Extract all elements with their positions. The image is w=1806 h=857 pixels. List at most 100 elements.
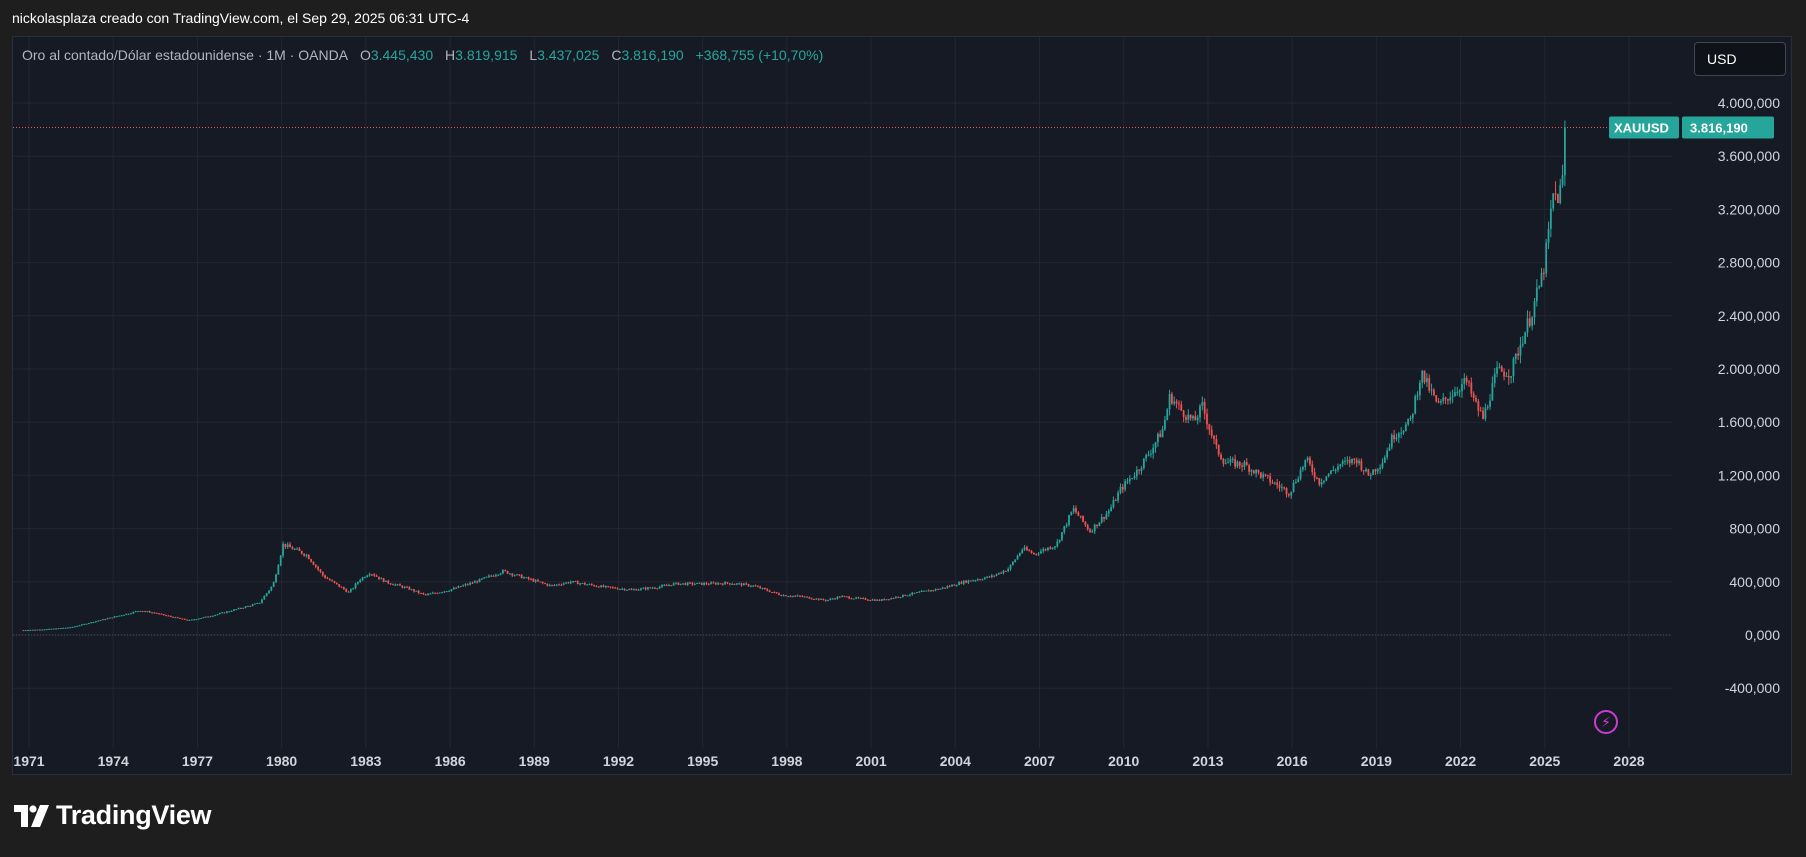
candle-body xyxy=(204,616,207,618)
candle-body xyxy=(843,596,846,598)
candle-body xyxy=(254,603,256,605)
candle-body xyxy=(873,599,876,601)
y-tick-label: -400,000 xyxy=(1725,680,1780,696)
candle-body xyxy=(887,599,890,601)
candle-body xyxy=(764,587,766,590)
candle-body xyxy=(845,596,848,598)
y-tick-label: 400,000 xyxy=(1729,574,1780,590)
candle-body xyxy=(190,619,193,621)
candle-body xyxy=(78,625,81,627)
candle-body xyxy=(1091,531,1094,533)
x-tick-label: 2016 xyxy=(1277,753,1308,769)
candle-body xyxy=(838,596,841,598)
chart-panel[interactable] xyxy=(12,36,1792,775)
candle-body xyxy=(1154,442,1157,448)
candle-body xyxy=(506,570,509,574)
candle-body xyxy=(27,630,29,632)
x-tick-label: 2022 xyxy=(1445,753,1476,769)
candle-body xyxy=(1178,403,1180,405)
candle-body xyxy=(705,583,708,585)
x-tick-label: 1989 xyxy=(519,753,550,769)
candle-body xyxy=(1182,410,1185,417)
candle-body xyxy=(1283,487,1286,489)
candle-body xyxy=(602,585,605,588)
candle-body xyxy=(1535,287,1538,302)
candle-body xyxy=(862,598,865,600)
candle-body xyxy=(1309,457,1311,465)
candle-body xyxy=(279,555,282,566)
x-tick-label: 2028 xyxy=(1613,753,1644,769)
symbol-description[interactable]: Oro al contado/Dólar estadounidense · 1M… xyxy=(22,47,349,63)
candle-body xyxy=(738,583,741,585)
candle-body xyxy=(876,599,879,601)
candle-body xyxy=(1241,465,1243,467)
low-label: L xyxy=(529,47,538,63)
candle-body xyxy=(1231,459,1234,461)
candle-body xyxy=(62,627,65,629)
candle-body xyxy=(1014,559,1017,563)
candle-body xyxy=(880,599,883,601)
candle-body xyxy=(677,582,680,585)
candle-body xyxy=(1112,500,1115,508)
candle-body xyxy=(1512,358,1515,377)
candle-body xyxy=(1189,414,1192,419)
candle-body xyxy=(289,544,291,548)
candle-body xyxy=(934,588,937,591)
candle-body xyxy=(820,598,822,600)
candle-body xyxy=(579,583,582,585)
candle-body xyxy=(1540,272,1543,287)
x-tick-label: 1995 xyxy=(687,753,718,769)
candle-body xyxy=(897,596,900,598)
candle-body xyxy=(803,596,806,598)
candle-body xyxy=(109,617,111,619)
candle-body xyxy=(719,583,722,585)
candle-body xyxy=(366,575,369,578)
candle-body xyxy=(1381,462,1384,468)
candle-body xyxy=(1500,366,1503,372)
candle-body xyxy=(1124,481,1127,490)
x-tick-label: 1986 xyxy=(434,753,465,769)
candle-body xyxy=(511,573,514,576)
candle-body xyxy=(756,586,759,588)
candle-body xyxy=(1486,406,1489,408)
candle-body xyxy=(721,583,724,585)
candle-body xyxy=(1011,562,1014,565)
candle-body xyxy=(1075,508,1077,513)
candle-body xyxy=(551,584,553,586)
candle-body xyxy=(534,580,537,582)
candle-body xyxy=(916,592,918,594)
candle-body xyxy=(378,576,380,579)
candle-body xyxy=(1280,487,1283,489)
candle-body xyxy=(698,582,701,584)
candle-body xyxy=(731,583,734,585)
candle-body xyxy=(179,617,182,619)
candle-body xyxy=(1070,511,1073,516)
candle-body xyxy=(450,589,453,591)
candle-body xyxy=(207,616,210,618)
lightning-icon[interactable]: ⚡ xyxy=(1594,710,1618,734)
candle-body xyxy=(247,605,249,607)
candle-body xyxy=(1259,472,1262,478)
candle-body xyxy=(310,559,313,562)
candle-body xyxy=(197,618,200,620)
candle-body xyxy=(382,578,385,582)
candle-body xyxy=(413,589,415,592)
candle-body xyxy=(904,594,907,596)
candle-body xyxy=(925,590,928,592)
candle-body xyxy=(1386,450,1389,458)
candle-body xyxy=(558,584,560,586)
candle-body xyxy=(932,590,935,592)
candle-body xyxy=(1325,476,1328,481)
candle-body xyxy=(1147,454,1150,456)
candle-body xyxy=(644,587,647,590)
currency-button[interactable]: USD xyxy=(1694,42,1786,76)
grid-lines xyxy=(13,37,1672,748)
candle-body xyxy=(1475,397,1477,402)
candle-body xyxy=(1554,193,1557,195)
candle-body xyxy=(810,598,813,600)
candle-body xyxy=(1498,366,1501,368)
candle-body xyxy=(1517,353,1520,356)
candle-body xyxy=(1362,470,1365,472)
candle-body xyxy=(1383,457,1386,463)
